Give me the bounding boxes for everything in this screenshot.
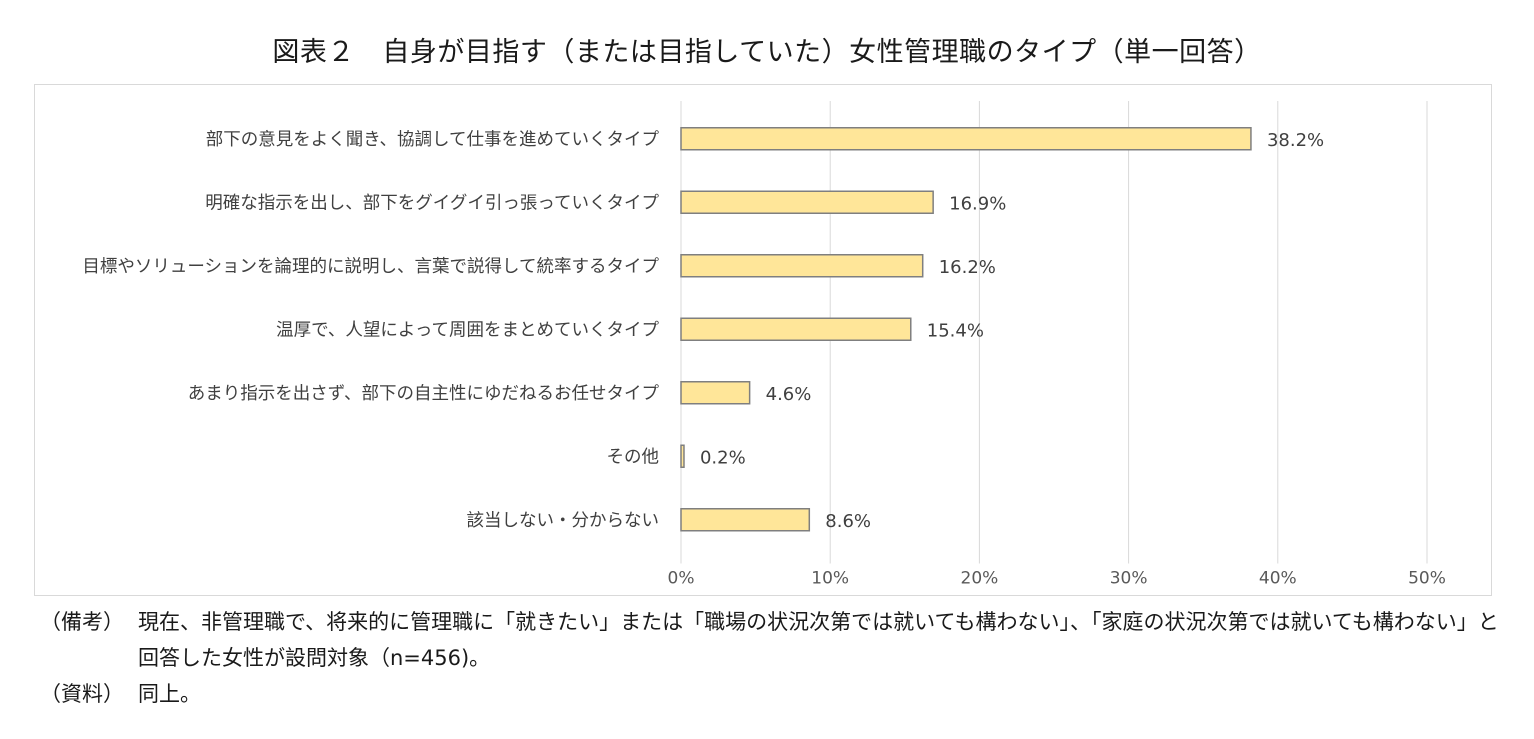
data-label: 15.4% [927,320,984,341]
bar [680,190,934,214]
x-tick-label: 30% [1110,569,1148,589]
chart-title: 図表２ 自身が目指す（または目指していた）女性管理職のタイプ（単一回答） [272,37,1262,68]
bar [680,254,924,278]
category-label: 明確な指示を出し、部下をグイグイ引っ張っていくタイプ [205,193,659,213]
bar [680,444,685,468]
bar [680,317,912,341]
note-source-text: 同上。 [138,682,201,706]
data-label: 38.2% [1267,130,1324,151]
category-label: 部下の意見をよく聞き、協調して仕事を進めていくタイプ [206,130,660,150]
x-tick-label: 10% [811,569,849,589]
category-label: あまり指示を出さず、部下の自主性にゆだねるお任せタイプ [188,384,660,404]
note-remarks-label: （備考） [40,610,124,634]
data-label: 0.2% [700,447,746,468]
note-remarks-text: 現在、非管理職で、将来的に管理職に「就きたい」または「職場の状況次第では就いても… [138,610,1499,670]
bar [680,508,811,532]
notes: （備考） 現在、非管理職で、将来的に管理職に「就きたい」または「職場の状況次第で… [40,604,1510,712]
note-source-label: （資料） [40,682,124,706]
x-tick-label: 50% [1408,569,1446,589]
data-label: 16.9% [949,193,1006,214]
x-tick-label: 20% [961,569,999,589]
category-label: その他 [607,447,660,467]
x-tick-label: 0% [668,569,695,589]
bar [680,381,751,405]
category-label: 目標やソリューションを論理的に説明し、言葉で説得して統率するタイプ [82,257,659,277]
bar-chart: 0% 10% 20% 30% 40% 50% 部下の意見をよく聞き、協調して仕事を進めていく… [82,101,1446,589]
category-label: 温厚で、人望によって周囲をまとめていくタイプ [276,320,659,340]
category-label: 該当しない・分からない [467,511,660,531]
data-label: 8.6% [825,511,871,532]
data-label: 16.2% [939,257,996,278]
x-tick-label: 40% [1259,569,1297,589]
data-label: 4.6% [766,384,812,405]
note-source: （資料） 同上。 [40,676,1510,712]
chart-area: 0% 10% 20% 30% 40% 50% 部下の意見をよく聞き、協調して仕事を進めていく… [34,84,1492,596]
note-remarks: （備考） 現在、非管理職で、将来的に管理職に「就きたい」または「職場の状況次第で… [40,604,1510,676]
bar [680,127,1252,151]
